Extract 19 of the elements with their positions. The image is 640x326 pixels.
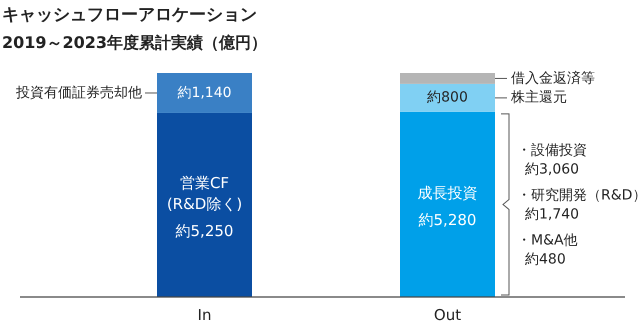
annotation: 約480 xyxy=(525,251,566,268)
series-label: 成長投資 xyxy=(418,184,478,202)
annotation: ・設備投資 xyxy=(517,142,587,158)
x-tick-label: In xyxy=(198,306,212,324)
series-label: 営業CF (R&D除く) xyxy=(166,174,242,214)
chart-subtitle: 2019～2023年度累計実績（億円） xyxy=(2,33,268,52)
series-label: 借入金返済等 xyxy=(511,70,595,86)
data-label: 約1,140 xyxy=(177,84,232,101)
annotation: 約3,060 xyxy=(525,161,580,178)
series-label: 投資有価証券売却他 xyxy=(15,84,142,101)
chart-title: キャッシュフローアロケーション xyxy=(2,5,257,25)
annotation: ・M&A他 xyxy=(517,232,578,248)
series-label: 株主還元 xyxy=(510,90,567,106)
data-label: 約5,250 xyxy=(176,222,234,240)
annotation: ・研究開発（R&D） xyxy=(517,187,640,204)
annotation: 約1,740 xyxy=(525,206,580,222)
x-tick-label: Out xyxy=(434,306,462,324)
data-label: 約800 xyxy=(427,90,468,106)
data-label: 約5,280 xyxy=(418,211,476,230)
